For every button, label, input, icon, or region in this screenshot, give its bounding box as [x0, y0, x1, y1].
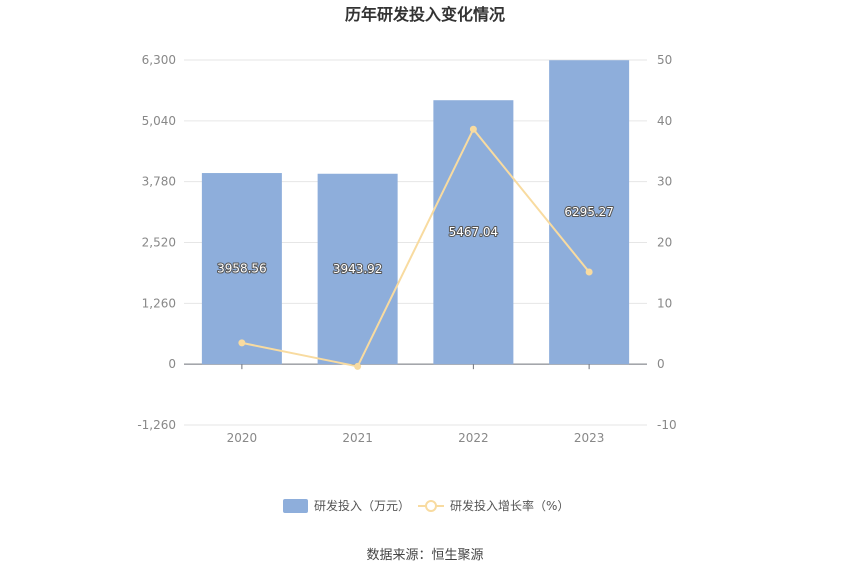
bar	[317, 173, 398, 365]
right-tick-label: 40	[657, 114, 672, 128]
x-tick-label: 2023	[574, 431, 605, 445]
legend-line-marker	[425, 500, 437, 512]
x-tick-label: 2020	[227, 431, 258, 445]
growth-line	[241, 127, 590, 368]
chart-title: 历年研发投入变化情况	[345, 5, 505, 24]
growth-point	[469, 125, 477, 133]
left-tick-label: 5,040	[142, 114, 176, 128]
data-source: 数据来源：恒生聚源	[366, 548, 483, 563]
left-axis: -1,260 0 1,260 2,520 3,780 5,040 6,300	[137, 53, 176, 432]
left-tick-label: 2,520	[142, 236, 176, 250]
bar-value-label: 6295.27	[564, 205, 614, 219]
growth-point	[238, 339, 246, 347]
right-tick-label: 0	[657, 357, 665, 371]
right-tick-label: -10	[657, 418, 677, 432]
legend-bar-swatch	[283, 499, 308, 513]
right-tick-label: 30	[657, 175, 672, 189]
bar	[433, 100, 514, 365]
right-tick-label: 20	[657, 236, 672, 250]
line-series	[238, 125, 593, 370]
growth-point	[585, 268, 593, 276]
x-tick-label: 2022	[458, 431, 489, 445]
x-tick-label: 2021	[342, 431, 373, 445]
left-tick-label: 0	[168, 357, 176, 371]
left-tick-label: -1,260	[137, 418, 176, 432]
bar-value-label: 3943.92	[333, 262, 383, 276]
bar-value-label: 5467.04	[449, 225, 499, 239]
x-axis: 2020 2021 2022 2023	[184, 363, 647, 445]
legend-line-label: 研发投入增长率（%）	[450, 498, 569, 513]
left-tick-label: 6,300	[142, 53, 176, 67]
bar	[549, 60, 630, 365]
left-tick-label: 3,780	[142, 175, 176, 189]
legend[interactable]: 研发投入（万元） 研发投入增长率（%）	[283, 498, 569, 513]
bar-series	[201, 60, 630, 365]
bar	[201, 173, 282, 365]
legend-bar-label: 研发投入（万元）	[314, 498, 410, 513]
right-axis: -10 0 10 20 30 40 50	[657, 53, 677, 432]
left-tick-label: 1,260	[142, 296, 176, 310]
bar-data-labels: 3958.56 3943.92 5467.04 6295.27	[216, 204, 615, 277]
growth-point	[354, 362, 362, 370]
right-tick-label: 10	[657, 296, 672, 310]
right-tick-label: 50	[657, 53, 672, 67]
bar-value-label: 3958.56	[217, 262, 267, 276]
